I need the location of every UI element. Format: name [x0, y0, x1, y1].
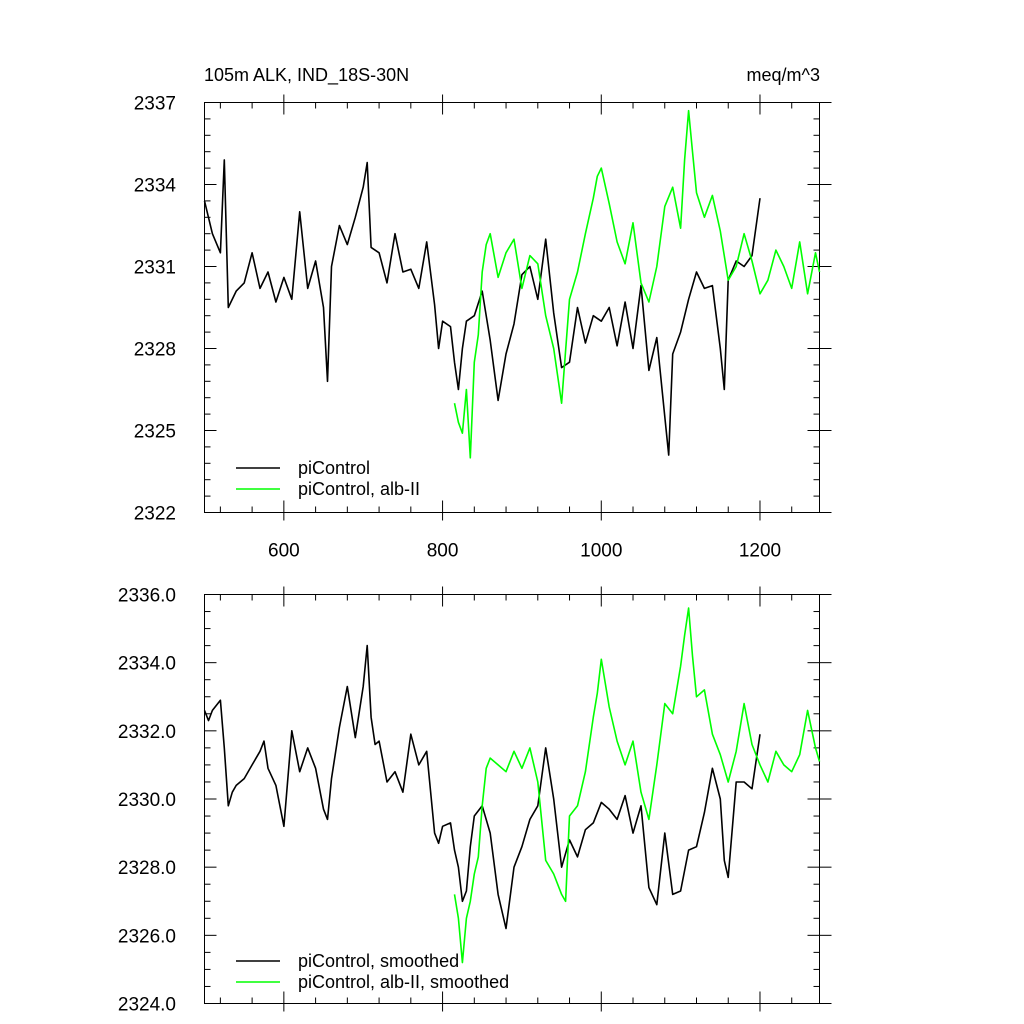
y-tick-label: 2331 [134, 258, 176, 279]
x-tick-labels: 600 800 1000 1200 [268, 541, 781, 562]
y-tick-label: 2337 [134, 94, 176, 115]
series-line-alb-ii [453, 607, 821, 964]
y-tick-label: 2334.0 [118, 654, 176, 675]
y-tick-label: 2336.0 [118, 586, 176, 607]
x-tick-label: 800 [427, 541, 459, 562]
y-tick-label: 2326.0 [118, 926, 176, 947]
series-lines [203, 607, 821, 964]
y-tick-label: 2328 [134, 340, 176, 361]
axis-ticks [204, 94, 832, 521]
y-tick-label: 2322 [134, 504, 176, 525]
legend-label-picontrol: piControl [298, 458, 370, 478]
units-label: meq/m^3 [747, 65, 820, 85]
series-lines [203, 109, 821, 459]
bottom-panel: 2324.0 2326.0 2328.0 2330.0 2332.0 2334.0 2336… [118, 586, 832, 1016]
plot-frame [204, 594, 820, 1004]
legend-label-picontrol-smoothed: piControl, smoothed [298, 951, 459, 971]
x-tick-label: 600 [268, 541, 300, 562]
y-tick-labels: 2322 2325 2328 2331 2334 2337 [134, 94, 177, 525]
legend-label-alb-ii-smoothed: piControl, alb-II, smoothed [298, 972, 509, 992]
x-tick-label: 1000 [580, 541, 622, 562]
plot-frame [204, 102, 820, 513]
series-line-alb-ii [453, 109, 821, 459]
y-tick-label: 2332.0 [118, 722, 176, 743]
y-tick-label: 2328.0 [118, 858, 176, 879]
y-tick-label: 2334 [134, 176, 177, 197]
series-line-picontrol [203, 644, 761, 930]
y-tick-label: 2330.0 [118, 790, 176, 811]
legend: piControl piControl, alb-II [236, 458, 420, 499]
legend-label-alb-ii: piControl, alb-II [298, 479, 420, 499]
y-tick-label: 2324.0 [118, 995, 176, 1016]
x-tick-label: 1200 [739, 541, 781, 562]
top-panel: 105m ALK, IND_18S-30N meq/m^3 2322232523… [134, 65, 832, 562]
chart-title: 105m ALK, IND_18S-30N [204, 65, 409, 86]
series-line-picontrol [203, 159, 761, 456]
legend: piControl, smoothed piControl, alb-II, s… [236, 951, 509, 992]
axis-ticks [204, 586, 832, 1012]
y-tick-labels: 2324.0 2326.0 2328.0 2330.0 2332.0 2334.0 2336… [118, 586, 176, 1016]
y-tick-label: 2325 [134, 422, 176, 443]
